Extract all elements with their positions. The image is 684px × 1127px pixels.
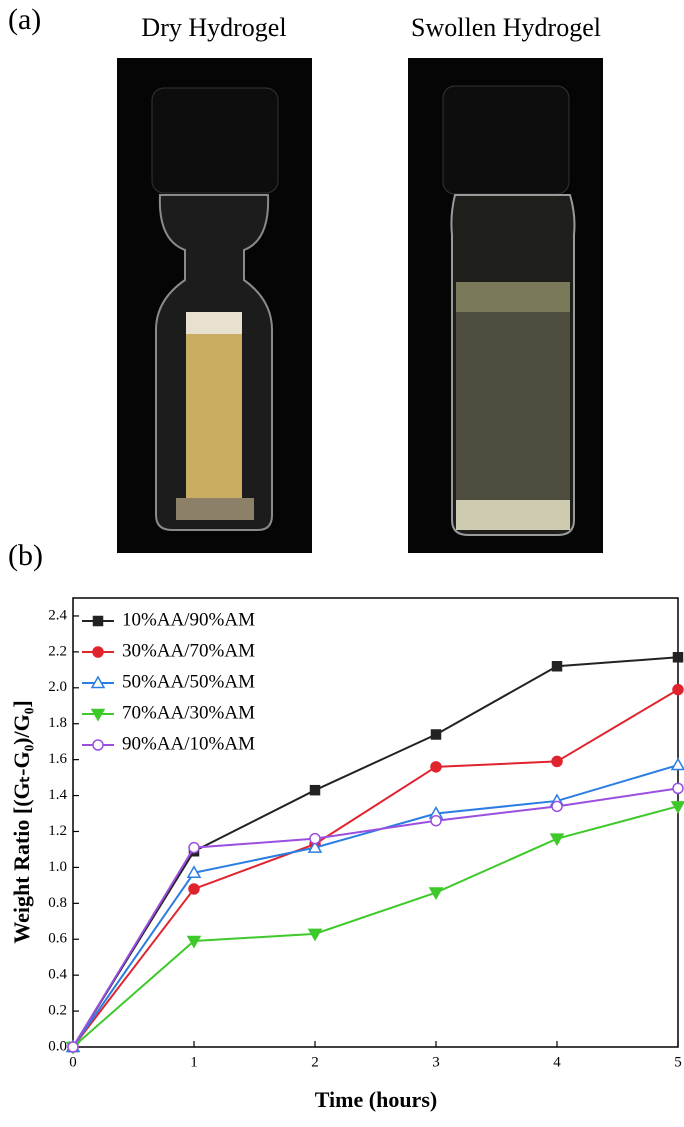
marker — [430, 729, 442, 740]
legend-label: 50%AA/50%AM — [122, 671, 255, 692]
series-line — [72, 764, 679, 1048]
legend-label: 70%AA/30%AM — [122, 702, 255, 723]
y-tick-label: 1.4 — [48, 787, 67, 803]
marker — [670, 757, 684, 771]
legend-label: 90%AA/10%AM — [122, 733, 255, 754]
x-tick-label: 0 — [69, 1054, 77, 1070]
y-tick-label: 0.0 — [48, 1038, 67, 1054]
panel-label: (a) — [8, 3, 41, 36]
marker — [551, 800, 563, 813]
y-tick-label: 1.6 — [48, 751, 67, 767]
x-tick-label: 5 — [674, 1054, 682, 1070]
photo-swollen — [408, 58, 603, 553]
legend-marker — [90, 708, 106, 722]
y-tick-label: 0.2 — [48, 1003, 67, 1019]
y-tick-label: 0.4 — [48, 967, 67, 983]
x-axis-title: Time (hours) — [315, 1087, 437, 1112]
legend-label: 30%AA/70%AM — [122, 640, 255, 661]
legend-marker — [92, 646, 104, 658]
y-tick-label: 2.0 — [48, 679, 67, 695]
series-line — [72, 787, 679, 1048]
chart: Time (hours) Weight Ratio [(Gₜ-G₀)/G₀] 0… — [9, 597, 684, 1112]
marker — [551, 755, 563, 768]
series-line — [72, 805, 679, 1048]
photo-caption: Swollen Hydrogel — [411, 13, 601, 42]
y-tick-label: 2.4 — [48, 607, 67, 623]
marker — [188, 883, 200, 895]
marker — [672, 782, 684, 795]
photo-dry — [117, 58, 312, 553]
series-line — [72, 688, 679, 1048]
marker — [672, 683, 684, 696]
x-tick-label: 3 — [432, 1054, 440, 1070]
marker — [670, 801, 684, 814]
marker — [428, 887, 444, 901]
y-axis-title: Weight Ratio [(Gₜ-G₀)/G₀] — [9, 700, 34, 943]
y-tick-label: 0.6 — [48, 931, 67, 947]
marker — [307, 840, 323, 853]
marker — [67, 1041, 79, 1053]
marker — [307, 928, 323, 942]
marker — [430, 814, 442, 827]
legend-marker — [92, 615, 104, 627]
marker — [549, 833, 565, 847]
legend-marker — [90, 675, 106, 689]
y-tick-label: 1.8 — [48, 715, 67, 731]
panel-label: (b) — [8, 539, 43, 572]
series-line — [72, 656, 679, 1048]
marker — [430, 761, 442, 773]
x-tick-label: 4 — [553, 1054, 561, 1070]
y-tick-label: 0.8 — [48, 895, 67, 911]
marker — [309, 784, 321, 796]
x-tick-label: 1 — [190, 1054, 198, 1070]
y-tick-label: 2.2 — [48, 643, 67, 659]
marker — [672, 652, 684, 663]
legend-marker — [92, 739, 104, 751]
y-tick-label: 1.2 — [48, 823, 67, 839]
plot-frame — [72, 597, 679, 1048]
marker — [551, 660, 563, 672]
marker — [188, 841, 200, 854]
photo-caption: Dry Hydrogel — [141, 13, 286, 42]
marker — [309, 832, 321, 845]
x-tick-label: 2 — [311, 1054, 319, 1070]
marker — [186, 865, 202, 879]
legend-label: 10%AA/90%AM — [122, 609, 255, 630]
marker — [186, 935, 202, 949]
y-tick-label: 1.0 — [48, 859, 67, 875]
